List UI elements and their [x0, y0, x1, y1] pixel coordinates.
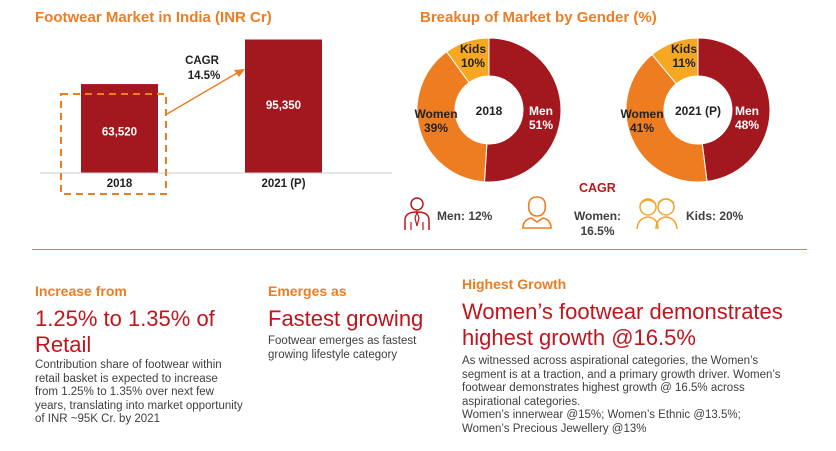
emerges-body-line: growing lifestyle category: [268, 348, 398, 361]
highest-big-line1: Women’s footwear demonstrates: [462, 299, 783, 324]
bar-data-label: 63,520: [102, 127, 137, 139]
increase-big-line2: Retail: [35, 332, 92, 357]
gender-chart-title: Breakup of Market by Gender (%): [420, 9, 657, 26]
cagr-label: CAGR: [185, 55, 220, 67]
donut-label-kids: Kids: [671, 42, 697, 56]
donut-label-women: Women: [414, 107, 457, 121]
highest-body-line: segment is at a traction, and a primary …: [462, 368, 781, 381]
increase-section: Increase from 1.25% to 1.35% of Retail C…: [35, 283, 265, 427]
bar-chart-title: Footwear Market in India (INR Cr): [35, 9, 272, 26]
highest-body-line: aspirational categories.: [462, 395, 581, 408]
emerges-heading: Emerges as: [268, 283, 347, 299]
women-cagr: Women: 16.5%: [570, 209, 625, 239]
donut-label-men: Men: [735, 104, 759, 118]
highest-body-line: footwear demonstrates highest growth @ 1…: [462, 382, 745, 394]
cagr-arrow-head: [234, 69, 245, 77]
donut-slice-men: [697, 37, 771, 182]
increase-heading: Increase from: [35, 283, 127, 299]
increase-body-line: years, translating into market opportuni…: [35, 399, 243, 412]
donut-center-label: 2018: [476, 104, 503, 118]
highest-body: As witnessed across aspirational categor…: [462, 355, 834, 436]
increase-body-line: Contribution share of footwear within: [35, 359, 222, 371]
cagr-title: CAGR: [579, 181, 616, 195]
donut-slice-women: [416, 51, 488, 183]
kids-icon: [636, 198, 678, 230]
woman-icon: [522, 196, 552, 229]
highest-growth-section: Highest Growth Women’s footwear demonstr…: [462, 276, 834, 436]
donut-slice-men: [483, 37, 562, 183]
donut-slice-kids: [445, 37, 490, 84]
women-cagr-value: 16.5%: [580, 224, 615, 238]
donut-label-women: Women: [620, 107, 663, 121]
increase-body-line: from 1.25% to 1.35% over next few: [35, 386, 214, 398]
emerges-big: Fastest growing: [268, 306, 424, 331]
highest-body-line: Women’s Precious Jewellery @13%: [462, 422, 647, 435]
men-cagr: Men: 12%: [437, 209, 493, 223]
kids-cagr: Kids: 20%: [686, 209, 744, 223]
bar-2021 (P): [245, 39, 322, 174]
increase-body-line: retail basket is expected to increase: [35, 372, 218, 385]
cagr-value: 14.5%: [188, 70, 221, 82]
bar-data-label: 95,350: [266, 100, 301, 112]
highest-big-line2: highest growth @16.5%: [462, 325, 696, 350]
cagr-arrow-line: [166, 72, 238, 115]
donut-slice-kids: [651, 37, 699, 85]
bar-2018: [81, 84, 158, 173]
section-divider: [32, 249, 807, 250]
bar-chart: 63,520 2018 95,350 2021 (P) CAGR 14.5%: [40, 39, 392, 195]
donut-value-men: 51%: [529, 118, 553, 132]
donut-center-label: 2021 (P): [675, 104, 721, 118]
highest-body-line: Women’s innerwear @15%; Women’s Ethnic @…: [462, 409, 741, 421]
donut-value-women: 39%: [424, 121, 448, 135]
highest-body-line: As witnessed across aspirational categor…: [462, 355, 759, 367]
emerges-body-line: Footwear emerges as fastest: [268, 335, 417, 347]
donut-label-kids: Kids: [460, 42, 486, 56]
bar-category-label: 2021 (P): [261, 178, 305, 190]
bar-category-label: 2018: [107, 178, 133, 190]
emerges-section: Emerges as Fastest growing Footwear emer…: [268, 283, 453, 362]
increase-body: Contribution share of footwear within re…: [35, 359, 265, 427]
emerges-body: Footwear emerges as fastest growing life…: [268, 335, 453, 362]
donut-value-men: 48%: [735, 118, 759, 132]
donut-slice-women: [625, 53, 708, 183]
donut-value-kids: 10%: [461, 56, 485, 70]
man-icon: [404, 197, 430, 230]
women-cagr-label: Women:: [573, 209, 622, 223]
donut-value-kids: 11%: [672, 56, 696, 70]
donut-value-women: 41%: [630, 121, 654, 135]
increase-big-line1: 1.25% to 1.35% of: [35, 306, 215, 331]
donut-label-men: Men: [529, 104, 553, 118]
increase-body-line: of INR ~95K Cr. by 2021: [35, 413, 160, 425]
highest-heading: Highest Growth: [462, 276, 567, 292]
highlight-dashed-box: [60, 93, 167, 195]
